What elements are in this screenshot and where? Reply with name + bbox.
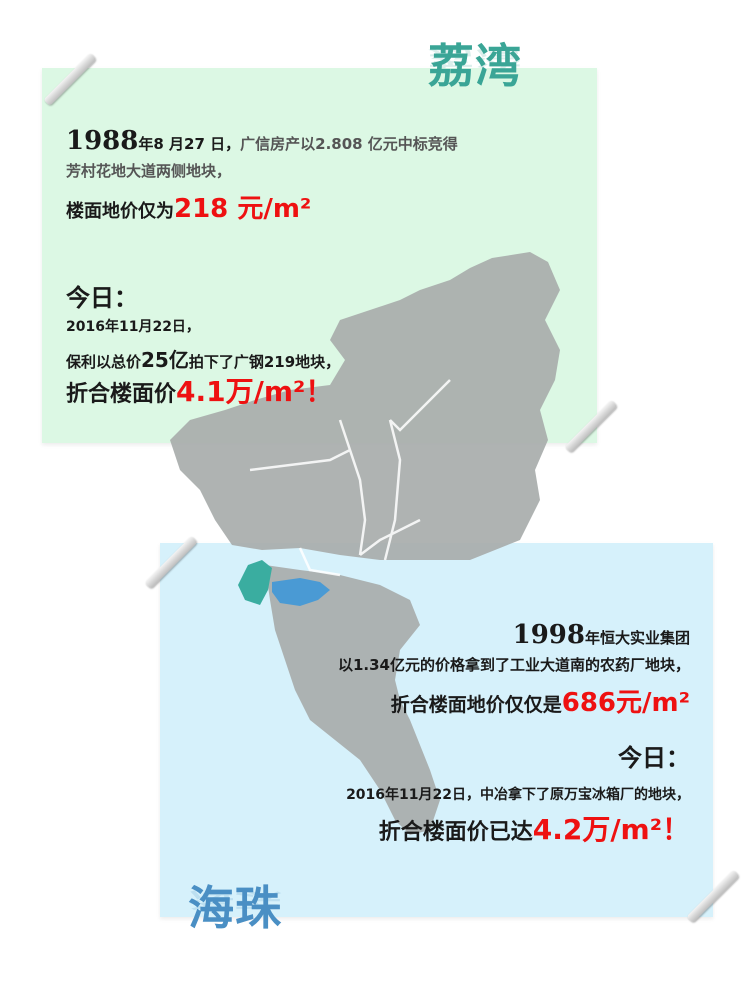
liwan-today-line: 保利以总价25亿拍下了广钢219地块， (66, 344, 340, 373)
haizhu-price-1998: 686元/m² (561, 688, 690, 718)
liwan-year: 1988 (66, 126, 139, 156)
liwan-today-date: 2016年11月22日， (66, 316, 200, 336)
liwan-today-prefix: 保利以总价 (66, 353, 142, 371)
liwan-date: 年8 月27 日， (138, 135, 241, 153)
liwan-line3: 楼面地价仅为218 元/m² (66, 188, 311, 225)
liwan-price-1988: 218 元/m² (174, 194, 312, 224)
map-boundaries (249, 379, 451, 577)
liwan-district-title: 荔湾 荔湾 (428, 30, 522, 96)
liwan-price-2016: 4.1万/m²！ (176, 375, 334, 408)
liwan-today-rest: 拍下了广钢219地块， (188, 353, 341, 371)
haizhu-line3: 折合楼面地价仅仅是686元/m² (391, 682, 690, 719)
map-north-region (170, 252, 560, 560)
haizhu-district-title: 海珠 海珠 (188, 872, 282, 938)
haizhu-price-2016: 4.2万/m²！ (532, 813, 690, 846)
haizhu-today-line: 2016年11月22日，中冶拿下了原万宝冰箱厂的地块， (346, 784, 690, 804)
liwan-district-reflection: 荔湾 (428, 45, 522, 70)
map-haizhu-highlight (272, 578, 330, 606)
liwan-line1-rest: 广信房产以2.808 亿元中标竞得 (240, 135, 458, 153)
haizhu-card (160, 543, 713, 917)
haizhu-district-label: 海珠 (188, 881, 282, 935)
liwan-district-label: 荔湾 (428, 39, 522, 93)
liwan-today-price-line: 折合楼面价4.1万/m²！ (66, 370, 333, 410)
haizhu-line1: 1998年恒大实业集团 (513, 620, 690, 650)
liwan-today-date-text: 2016年11月22日， (66, 319, 200, 335)
haizhu-today-price-line: 折合楼面价已达4.2万/m²！ (379, 808, 690, 848)
haizhu-today-line-text: 2016年11月22日，中冶拿下了原万宝冰箱厂的地块， (346, 787, 690, 803)
haizhu-line2-text: 以1.34亿元的价格拿到了工业大道南的农药厂地块， (337, 656, 690, 674)
liwan-today-price-prefix: 折合楼面价 (66, 382, 177, 407)
haizhu-line1-rest: 年恒大实业集团 (584, 629, 690, 647)
haizhu-today-text: 今日： (618, 744, 690, 772)
map-south-region (265, 565, 440, 835)
liwan-line2: 芳村花地大道两侧地块， (66, 160, 231, 181)
haizhu-today-price-prefix: 折合楼面价已达 (378, 820, 533, 845)
liwan-today-label: 今日： (66, 278, 138, 313)
haizhu-line3-prefix: 折合楼面地价仅仅是 (390, 694, 562, 716)
map-districts (170, 252, 560, 835)
liwan-line2-text: 芳村花地大道两侧地块， (66, 162, 232, 180)
liwan-line1: 1988年8 月27 日，广信房产以2.808 亿元中标竞得 (66, 126, 458, 156)
haizhu-district-reflection: 海珠 (188, 887, 282, 912)
liwan-line3-prefix: 楼面地价仅为 (66, 201, 174, 222)
liwan-today-text: 今日： (66, 284, 138, 312)
haizhu-today-label: 今日： (618, 738, 690, 773)
haizhu-year: 1998 (512, 620, 585, 650)
haizhu-line2: 以1.34亿元的价格拿到了工业大道南的农药厂地块， (338, 654, 690, 675)
map-liwan-highlight (238, 560, 272, 605)
liwan-today-amount: 25亿 (141, 348, 189, 372)
